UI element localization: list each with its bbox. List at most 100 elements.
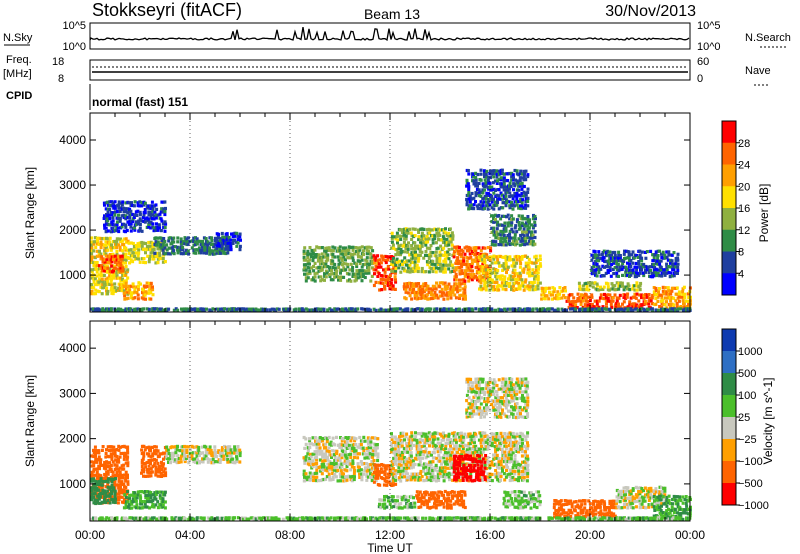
heatmap-cell bbox=[111, 292, 115, 296]
heatmap-cell bbox=[376, 463, 379, 467]
heatmap-cell bbox=[390, 255, 394, 259]
heatmap-cell bbox=[399, 253, 402, 257]
heatmap-cell bbox=[97, 464, 101, 468]
heatmap-cell bbox=[122, 491, 126, 495]
heatmap-cell bbox=[172, 245, 176, 249]
heatmap-cell bbox=[333, 453, 336, 457]
heatmap-cell bbox=[427, 227, 431, 231]
heatmap-cell bbox=[304, 268, 308, 272]
heatmap-cell bbox=[376, 476, 380, 480]
heatmap-cell bbox=[598, 296, 602, 300]
heatmap-cell bbox=[334, 462, 338, 466]
heatmap-cell bbox=[522, 184, 526, 189]
heatmap-cell bbox=[407, 241, 410, 245]
heatmap-cell bbox=[404, 234, 408, 238]
heatmap-cell bbox=[225, 237, 229, 241]
heatmap-cell bbox=[340, 446, 344, 450]
heatmap-cell bbox=[506, 179, 510, 183]
heatmap-cell bbox=[590, 302, 594, 307]
heatmap-cell bbox=[121, 277, 124, 281]
heatmap-cell bbox=[108, 216, 112, 221]
heatmap-cell bbox=[519, 262, 523, 266]
heatmap-cell bbox=[331, 475, 335, 479]
heatmap-cell bbox=[425, 307, 429, 311]
heatmap-cell bbox=[111, 460, 115, 464]
heatmap-cell bbox=[532, 280, 536, 284]
heatmap-cell bbox=[110, 243, 113, 247]
heatmap-cell bbox=[124, 264, 128, 269]
heatmap-cell bbox=[391, 284, 395, 288]
heatmap-cell bbox=[104, 500, 108, 504]
heatmap-cell bbox=[231, 460, 235, 464]
heatmap-cell bbox=[136, 201, 140, 205]
heatmap-cell bbox=[139, 506, 142, 510]
heatmap-cell bbox=[103, 308, 106, 312]
heatmap-cell bbox=[118, 495, 122, 499]
heatmap-cell bbox=[600, 252, 604, 257]
heatmap-cell bbox=[618, 254, 622, 258]
heatmap-cell bbox=[201, 457, 204, 461]
heatmap-cell bbox=[345, 465, 349, 469]
heatmap-cell bbox=[106, 276, 110, 280]
heatmap-cell bbox=[190, 307, 194, 311]
heatmap-cell bbox=[308, 308, 312, 312]
heatmap-cell bbox=[658, 305, 662, 309]
heatmap-cell bbox=[225, 232, 229, 236]
heatmap-cell bbox=[110, 264, 114, 268]
heatmap-cell bbox=[163, 229, 167, 233]
heatmap-cell bbox=[319, 275, 323, 279]
heatmap-cell bbox=[360, 478, 364, 482]
heatmap-cell bbox=[518, 182, 522, 186]
heatmap-cell bbox=[493, 179, 497, 183]
heatmap-cell bbox=[432, 266, 436, 271]
heatmap-cell bbox=[520, 221, 524, 225]
heatmap-cell bbox=[306, 265, 310, 270]
heatmap-cell bbox=[344, 262, 348, 266]
heatmap-cell bbox=[112, 206, 116, 210]
heatmap-cell bbox=[351, 256, 355, 260]
heatmap-cell bbox=[526, 215, 530, 219]
heatmap-cell bbox=[144, 290, 148, 294]
heatmap-cell bbox=[504, 194, 508, 198]
heatmap-cell bbox=[120, 254, 124, 258]
heatmap-cell bbox=[313, 436, 317, 440]
heatmap-cell bbox=[472, 196, 476, 200]
heatmap-cell bbox=[521, 184, 525, 188]
heatmap-cell bbox=[118, 209, 122, 214]
heatmap-cell bbox=[333, 266, 337, 270]
heatmap-cell bbox=[608, 299, 612, 303]
heatmap-cell bbox=[165, 445, 169, 449]
heatmap-cell bbox=[99, 240, 103, 244]
heatmap-cell bbox=[482, 169, 486, 173]
heatmap-cell bbox=[475, 269, 479, 273]
heatmap-cell bbox=[103, 214, 106, 218]
heatmap-cell bbox=[502, 233, 506, 237]
heatmap-cell bbox=[201, 460, 205, 464]
heatmap-cell bbox=[408, 253, 412, 257]
heatmap-cell bbox=[113, 282, 117, 286]
heatmap-cell bbox=[472, 179, 476, 183]
heatmap-cell bbox=[126, 500, 130, 504]
heatmap-cell bbox=[158, 251, 162, 255]
heatmap-cell bbox=[590, 266, 594, 270]
heatmap-cell bbox=[415, 284, 419, 288]
heatmap-cell bbox=[590, 258, 594, 262]
heatmap-cell bbox=[233, 451, 236, 455]
heatmap-cell bbox=[315, 307, 319, 311]
heatmap-cell bbox=[390, 259, 394, 263]
heatmap-cell bbox=[92, 467, 96, 471]
heatmap-cell bbox=[506, 172, 510, 176]
heatmap-cell bbox=[303, 266, 307, 270]
heatmap-cell bbox=[217, 240, 221, 244]
heatmap-cell bbox=[518, 226, 522, 230]
heatmap-cell bbox=[538, 281, 542, 285]
heatmap-cell bbox=[576, 292, 580, 296]
heatmap-cell bbox=[144, 493, 148, 497]
heatmap-cell bbox=[521, 242, 525, 246]
heatmap-cell bbox=[433, 293, 437, 298]
heatmap-cell bbox=[163, 225, 167, 229]
heatmap-cell bbox=[129, 499, 133, 503]
velocity-heatmap bbox=[90, 377, 692, 521]
heatmap-cell bbox=[333, 466, 337, 470]
heatmap-cell bbox=[213, 448, 217, 452]
